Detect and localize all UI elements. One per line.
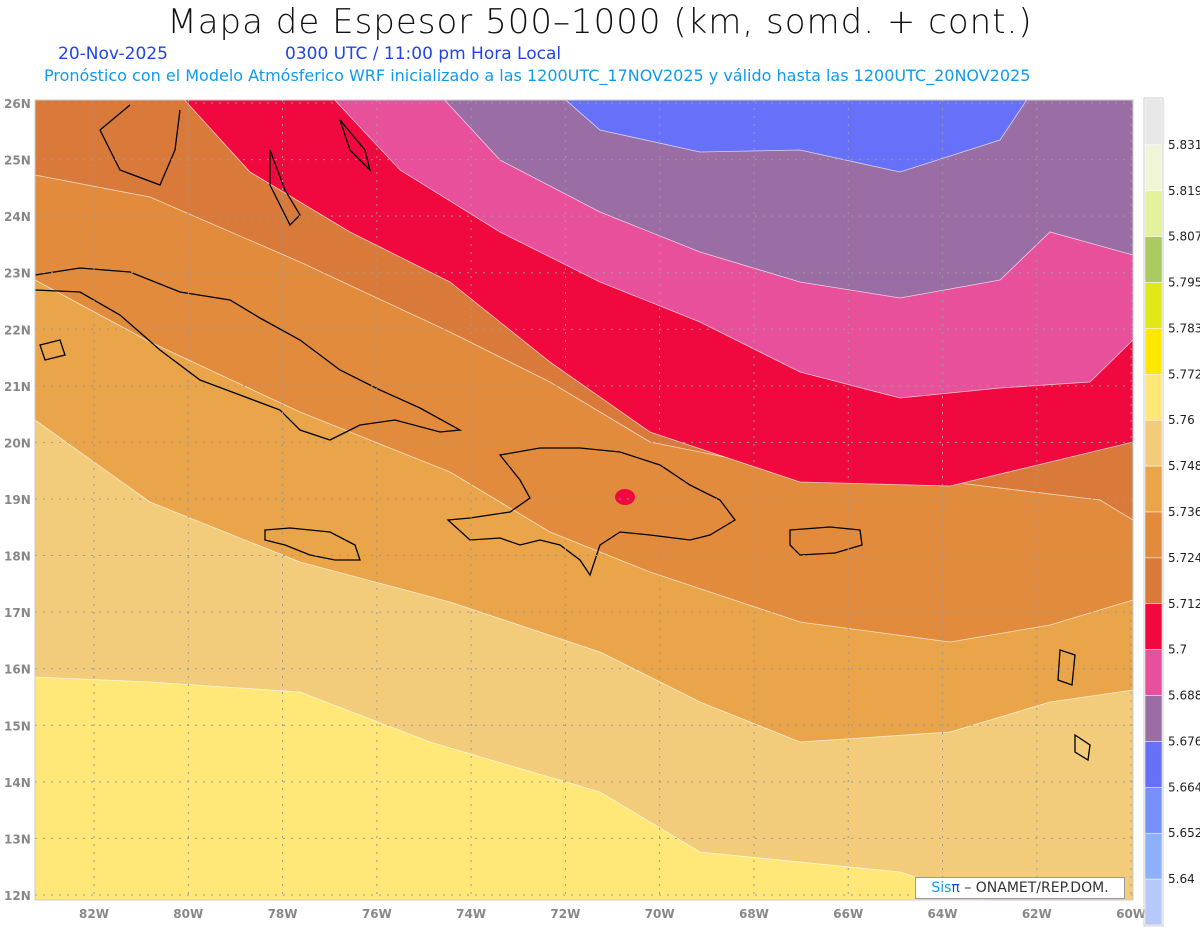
lon-label: 74W: [456, 907, 486, 921]
legend-swatch: [1144, 741, 1163, 788]
lon-label: 80W: [173, 907, 203, 921]
lat-label: 12N: [4, 889, 31, 903]
coastline: [339, 119, 372, 173]
legend-swatch: [1144, 603, 1163, 650]
legend-label: 5.7: [1168, 643, 1187, 657]
forecast-time: 0300 UTC / 11:00 pm Hora Local: [285, 44, 562, 64]
band: [615, 489, 635, 505]
color-legend: 5.831 5.819 5.807 5.795 5.783 5.772 5.76 5.748 5…: [1143, 97, 1200, 927]
lat-label: 25N: [4, 154, 31, 168]
lat-label: 20N: [4, 436, 31, 450]
legend-swatch: [1144, 190, 1163, 237]
lon-label: 72W: [550, 907, 580, 921]
legend-label: 5.807: [1168, 230, 1200, 244]
lat-label: 17N: [4, 606, 31, 620]
legend-label: 5.76: [1168, 413, 1195, 427]
lat-label: 16N: [4, 663, 31, 677]
legend-swatch: [1144, 328, 1163, 375]
lat-label: 15N: [4, 719, 31, 733]
legend-swatch: [1144, 878, 1163, 926]
forecast-date: 20-Nov-2025: [58, 44, 168, 64]
band: [565, 100, 1028, 173]
coastline: [264, 527, 361, 561]
lat-label: 21N: [4, 380, 31, 394]
legend-label: 5.819: [1168, 184, 1200, 198]
coastline: [1074, 733, 1091, 762]
legend-label: 5.676: [1168, 734, 1200, 748]
legend-swatch: [1144, 832, 1163, 880]
legend-swatch: [1144, 282, 1163, 329]
credit-box: Sisπ – ONAMET/REP.DOM.: [915, 877, 1125, 899]
legend-label: 5.783: [1168, 321, 1200, 335]
lat-label: 13N: [4, 832, 31, 846]
legend-swatch: [1144, 419, 1163, 467]
legend-label: 5.795: [1168, 276, 1200, 290]
lat-label: 14N: [4, 776, 31, 790]
lat-label: 19N: [4, 493, 31, 507]
legend-frame: [1143, 97, 1164, 927]
map-title: Mapa de Espesor 500–1000 (km, somd. + co…: [167, 2, 1033, 42]
legend-swatch: [1144, 144, 1163, 192]
coastline: [35, 267, 463, 441]
legend-label: 5.831: [1168, 138, 1200, 152]
lat-label: 18N: [4, 550, 31, 564]
legend-swatch: [1144, 649, 1163, 696]
legend-label: 5.772: [1168, 367, 1200, 381]
model-subtitle: Pronóstico con el Modelo Atmósferico WRF…: [44, 66, 1031, 85]
legend-label: 5.64: [1168, 872, 1195, 886]
lon-label: 60W: [1116, 907, 1146, 921]
legend-label: 5.736: [1168, 505, 1200, 519]
credit-sis: Sis: [931, 880, 952, 896]
legend-label: 5.652: [1168, 826, 1200, 840]
coastline: [39, 339, 66, 361]
coastline: [446, 447, 736, 577]
legend-label: 5.712: [1168, 597, 1200, 611]
coastline: [269, 149, 301, 227]
lat-label: 23N: [4, 267, 31, 281]
lon-label: 64W: [928, 907, 958, 921]
contour-bands: [35, 100, 1133, 900]
legend-label: 5.664: [1168, 780, 1200, 794]
legend-swatch: [1144, 374, 1163, 421]
legend-swatch: [1144, 511, 1163, 559]
legend-swatch: [1144, 465, 1163, 513]
lon-label: 66W: [833, 907, 863, 921]
credit-text: – ONAMET/REP.DOM.: [964, 880, 1109, 896]
lat-label: 24N: [4, 210, 31, 224]
lat-label: 26N: [4, 97, 31, 111]
lon-label: 78W: [268, 907, 298, 921]
map-frame: [34, 99, 1134, 901]
lon-label: 70W: [645, 907, 675, 921]
coastline: [99, 104, 181, 186]
legend-label: 5.724: [1168, 551, 1200, 565]
legend-swatch: [1144, 557, 1163, 605]
lat-label: 22N: [4, 323, 31, 337]
gridlines: [35, 100, 1133, 900]
lon-label: 76W: [362, 907, 392, 921]
credit-pi: π: [951, 880, 960, 896]
legend-label: 5.688: [1168, 689, 1200, 703]
coastline: [1057, 649, 1076, 686]
legend-swatch: [1144, 695, 1163, 742]
legend-swatch: [1144, 787, 1163, 834]
lon-label: 82W: [79, 907, 109, 921]
lon-label: 62W: [1022, 907, 1052, 921]
axis-labels: 26N 25N 24N 23N 22N 21N 20N 19N 18N 17N 16N 15N 14N 1…: [4, 97, 1146, 921]
legend-label: 5.748: [1168, 459, 1200, 473]
legend-swatch: [1144, 236, 1163, 283]
lon-label: 68W: [739, 907, 769, 921]
legend-swatch: [1144, 98, 1163, 146]
